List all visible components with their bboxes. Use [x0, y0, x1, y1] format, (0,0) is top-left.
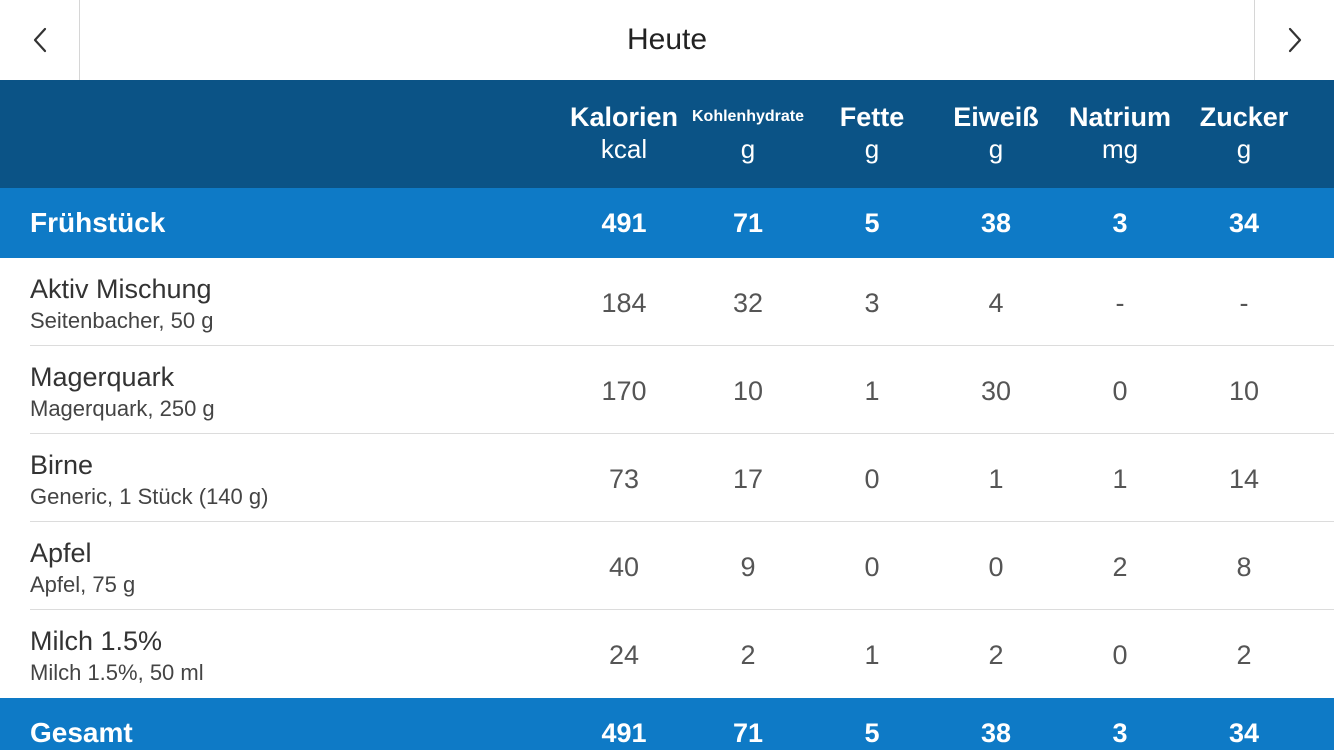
next-day-button[interactable]: [1254, 0, 1334, 80]
column-sugar: Zucker g: [1182, 100, 1306, 164]
column-unit: g: [1236, 134, 1252, 164]
food-description: Generic, 1 Stück (140 g): [30, 484, 269, 509]
food-value: 0: [988, 552, 1004, 582]
food-description: Apfel, 75 g: [30, 572, 136, 597]
food-row[interactable]: Milch 1.5% Milch 1.5%, 50 ml 24 2 1 2 0 …: [0, 610, 1334, 698]
column-calories: Kalorien kcal: [562, 100, 686, 164]
column-sodium: Natrium mg: [1058, 100, 1182, 164]
column-carbs: Kohlenhydrate g: [686, 100, 810, 164]
food-value: -: [1239, 288, 1249, 318]
previous-day-button[interactable]: [0, 0, 80, 80]
food-value: 32: [732, 288, 764, 318]
meal-value: 71: [732, 208, 764, 238]
meal-value: 491: [601, 208, 647, 238]
food-value: 1: [988, 464, 1004, 494]
food-value: 24: [608, 640, 640, 670]
food-value: 10: [732, 376, 764, 406]
food-description: Magerquark, 250 g: [30, 396, 215, 421]
food-value: 8: [1236, 552, 1252, 582]
column-protein: Eiweiß g: [934, 100, 1058, 164]
food-value: 2: [988, 640, 1004, 670]
food-name: Milch 1.5%: [30, 626, 163, 656]
food-value: 10: [1228, 376, 1260, 406]
food-row[interactable]: Magerquark Magerquark, 250 g 170 10 1 30…: [0, 346, 1334, 434]
meal-value: 5: [864, 208, 880, 238]
food-value: 0: [864, 464, 880, 494]
food-value: 9: [740, 552, 756, 582]
food-description: Milch 1.5%, 50 ml: [30, 660, 204, 685]
total-value: 491: [601, 718, 647, 748]
food-value: -: [1115, 288, 1125, 318]
food-value: 17: [732, 464, 764, 494]
column-name: Zucker: [1199, 102, 1289, 132]
food-name: Birne: [30, 450, 94, 480]
food-value: 2: [1112, 552, 1128, 582]
meal-section-breakfast[interactable]: Frühstück 491 71 5 38 3 34: [0, 188, 1334, 258]
food-value: 1: [864, 376, 880, 406]
food-value: 0: [1112, 640, 1128, 670]
top-bar: Heute: [0, 0, 1334, 80]
food-value: 2: [1236, 640, 1252, 670]
total-value: 5: [864, 718, 880, 748]
total-row: Gesamt 491 71 5 38 3 34: [0, 698, 1334, 750]
row-divider: [30, 345, 1334, 346]
food-row[interactable]: Apfel Apfel, 75 g 40 9 0 0 2 8: [0, 522, 1334, 610]
total-value: 38: [980, 718, 1012, 748]
total-value: 34: [1228, 718, 1260, 748]
row-divider: [30, 521, 1334, 522]
column-unit: g: [740, 134, 756, 164]
food-description: Seitenbacher, 50 g: [30, 308, 214, 333]
meal-value: 3: [1112, 208, 1128, 238]
column-name: Natrium: [1068, 102, 1171, 132]
food-value: 1: [1112, 464, 1128, 494]
food-value: 30: [980, 376, 1012, 406]
food-value: 0: [864, 552, 880, 582]
chevron-left-icon: [33, 27, 46, 53]
meal-value: 34: [1228, 208, 1260, 238]
total-value: 3: [1112, 718, 1128, 748]
row-divider: [30, 609, 1334, 610]
food-value: 3: [864, 288, 880, 318]
food-name: Aktiv Mischung: [30, 274, 212, 304]
row-divider: [30, 433, 1334, 434]
column-name: Fette: [839, 102, 905, 132]
page-title: Heute: [626, 23, 708, 56]
food-value: 0: [1112, 376, 1128, 406]
food-row[interactable]: Aktiv Mischung Seitenbacher, 50 g 184 32…: [0, 258, 1334, 346]
food-row[interactable]: Birne Generic, 1 Stück (140 g) 73 17 0 1…: [0, 434, 1334, 522]
food-value: 73: [608, 464, 640, 494]
meal-value: 38: [980, 208, 1012, 238]
food-value: 1: [864, 640, 880, 670]
food-name: Magerquark: [30, 362, 175, 392]
column-name: Kalorien: [569, 102, 679, 132]
food-value: 2: [740, 640, 756, 670]
chevron-right-icon: [1288, 27, 1301, 53]
meal-label: Frühstück: [30, 207, 166, 238]
column-name: Kohlenhydrate: [691, 108, 804, 125]
column-fat: Fette g: [810, 100, 934, 164]
total-value: 71: [732, 718, 764, 748]
column-unit: mg: [1101, 134, 1139, 164]
column-unit: kcal: [600, 134, 648, 164]
food-value: 40: [608, 552, 640, 582]
food-value: 4: [988, 288, 1004, 318]
food-value: 184: [601, 288, 647, 318]
column-name: Eiweiß: [953, 102, 1039, 132]
food-name: Apfel: [30, 538, 92, 568]
column-unit: g: [988, 134, 1004, 164]
column-header: Kalorien kcal Kohlenhydrate g Fette g Ei…: [0, 80, 1334, 188]
food-value: 170: [601, 376, 647, 406]
total-label: Gesamt: [30, 717, 133, 748]
column-unit: g: [864, 134, 880, 164]
food-value: 14: [1228, 464, 1260, 494]
